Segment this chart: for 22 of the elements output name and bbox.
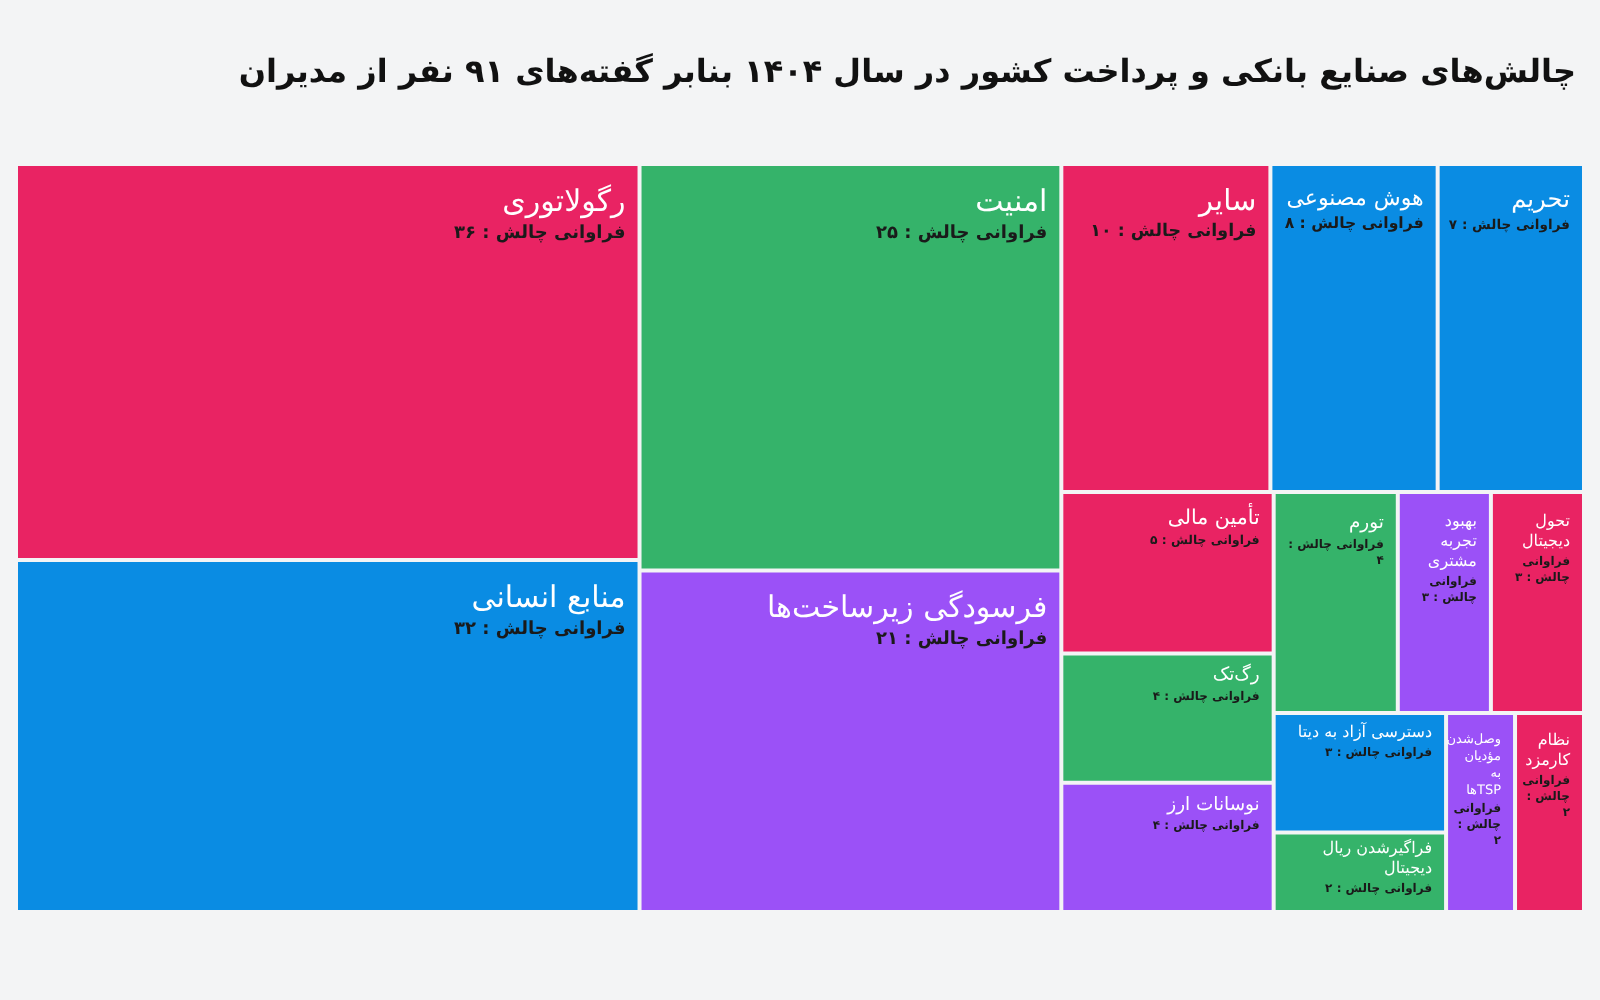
category-label: نوسانات ارز: [1165, 793, 1260, 816]
category-label: فرسودگی زیرساخت‌ها: [766, 589, 1048, 626]
category-label: تحول دیجیتال: [1521, 512, 1571, 551]
category-label: بهبود تجربه مشتری: [1427, 512, 1477, 571]
category-label: فراگیرشدن ریال دیجیتال: [1322, 836, 1433, 877]
category-label: رگولاتوری: [502, 182, 626, 219]
category-label: منابع انسانی: [471, 578, 626, 615]
category-label: رگ‌تک: [1212, 662, 1260, 687]
text: چالش‌های صنایع بانکی و پرداخت کشور در سال ۱۴۰۴ بنابر گفته‌های ۹۱ نفر از مدیران: [236, 52, 1576, 90]
data-label: فراوانی چالش : ۲۵: [875, 223, 1048, 244]
data-label: فراوانی چالش : ۳۶: [454, 223, 626, 244]
category-label: دسترسی آزاد به دیتا: [1297, 721, 1433, 742]
category-label: سایر: [1197, 186, 1257, 219]
category-label: هوش مصنوعی: [1286, 184, 1425, 211]
category-label: تحریم: [1511, 184, 1570, 213]
category-label: تأمین مالی: [1167, 501, 1260, 530]
data-label: فراوانی چالش : ۲۱: [875, 630, 1048, 651]
data-label: فراوانی چالش : ۳۲: [454, 619, 626, 640]
category-label: نظام کارمزد: [1525, 731, 1571, 770]
data-label: فراوانی چالش : ۱۰: [1090, 222, 1257, 243]
category-label: تورم: [1348, 512, 1385, 535]
category-label: امنیت: [975, 182, 1048, 219]
